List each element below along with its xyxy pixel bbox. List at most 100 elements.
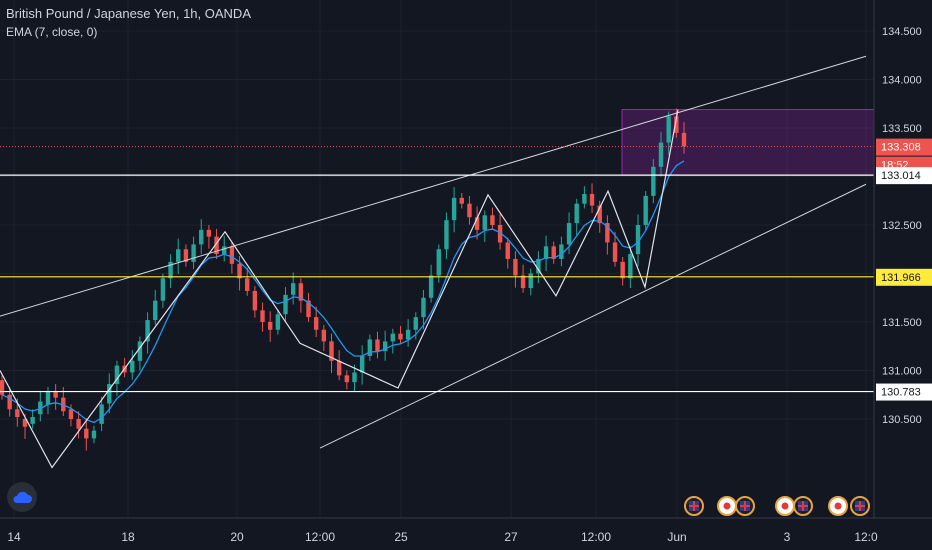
candle-body xyxy=(114,365,120,385)
candle-body xyxy=(298,283,304,301)
candle-body xyxy=(520,275,526,289)
candle-body xyxy=(260,310,265,322)
level-price-label: 130.783 xyxy=(881,387,921,399)
candle-body xyxy=(528,273,533,289)
level-price-label: 131.966 xyxy=(881,272,921,284)
time-tick-label: Jun xyxy=(667,530,686,544)
candle-body xyxy=(444,220,449,250)
candle-body xyxy=(582,193,587,204)
candle-body xyxy=(99,404,104,424)
candle-body xyxy=(436,249,441,276)
candle-body xyxy=(413,317,418,330)
candle-body xyxy=(628,254,633,279)
candle-body xyxy=(451,197,457,221)
candle-body xyxy=(344,375,350,383)
zigzag-pattern[interactable] xyxy=(0,109,679,469)
candle-body xyxy=(620,261,625,279)
channel-lower-line[interactable] xyxy=(319,183,867,449)
candle-body xyxy=(130,360,135,373)
candle-body xyxy=(313,317,319,330)
candle-body xyxy=(367,339,373,356)
price-tick-label: 130.500 xyxy=(882,414,922,426)
time-tick-label: 3 xyxy=(784,530,791,544)
candle-body xyxy=(245,278,250,291)
candle-body xyxy=(574,203,579,224)
candle-body xyxy=(566,223,572,245)
current-price-label-bg xyxy=(876,138,932,156)
candle-body xyxy=(497,225,503,243)
candle-body xyxy=(191,244,196,262)
level-price-label: 133.014 xyxy=(881,170,921,182)
candle-body xyxy=(589,193,595,206)
candle-body xyxy=(428,275,434,298)
candle-body xyxy=(84,428,89,439)
candle-body xyxy=(15,409,20,418)
candle-body xyxy=(658,142,664,167)
candle-body xyxy=(229,246,235,264)
event-markers[interactable] xyxy=(684,496,870,516)
jp-flag-icon[interactable] xyxy=(775,496,795,516)
resistance-zone[interactable] xyxy=(621,109,875,176)
candle-body xyxy=(605,223,610,243)
candle-body xyxy=(252,290,258,311)
time-tick-label: 18 xyxy=(121,530,135,544)
price-axis[interactable]: 134.500 134.000 133.500 132.500 131.500 131.0… xyxy=(873,0,932,550)
ema-polyline xyxy=(1,160,685,424)
uk-flag-icon[interactable] xyxy=(850,496,870,516)
jp-flag-icon[interactable] xyxy=(717,496,737,516)
candle-body xyxy=(183,249,189,262)
candle-body xyxy=(237,263,242,279)
tradingview-logo[interactable] xyxy=(7,482,37,512)
candle-body xyxy=(160,278,166,301)
candles xyxy=(0,108,687,451)
uk-flag-icon[interactable] xyxy=(684,496,704,516)
time-tick-label: 14 xyxy=(7,530,21,544)
candle-body xyxy=(68,409,74,419)
candle-body xyxy=(7,394,12,410)
candle-body xyxy=(206,229,212,237)
time-axis[interactable]: 14 18 20 12:00 25 27 12:00 Jun 3 12:0 xyxy=(0,517,932,550)
candle-body xyxy=(681,132,687,147)
candle-body xyxy=(551,246,556,259)
candle-body xyxy=(222,246,227,255)
level-price-label-bg xyxy=(876,167,932,185)
cloud-icon xyxy=(13,491,32,503)
candle-body xyxy=(467,203,472,218)
candle-body xyxy=(398,333,403,340)
candle-body xyxy=(421,297,426,318)
level-price-label-bg xyxy=(876,383,932,401)
jp-flag-icon[interactable] xyxy=(828,496,848,516)
candle-body xyxy=(76,419,81,429)
candle-body xyxy=(559,244,564,259)
candle-body xyxy=(597,205,602,224)
candle-body xyxy=(382,341,388,352)
candle-body xyxy=(38,401,43,415)
time-tick-label: 12:00 xyxy=(305,530,335,544)
symbol-title: British Pound / Japanese Yen, 1h, OANDA xyxy=(6,6,251,21)
candle-body xyxy=(283,294,288,315)
candle-body xyxy=(168,261,173,279)
candle-body xyxy=(321,329,327,342)
uk-flag-icon[interactable] xyxy=(735,496,755,516)
candle-body xyxy=(214,236,219,255)
candle-body xyxy=(359,355,365,373)
drawings[interactable] xyxy=(0,55,874,469)
time-tick-label: 12:00 xyxy=(581,530,611,544)
indicator-legend[interactable]: EMA (7, close, 0) xyxy=(6,25,98,39)
candle-body xyxy=(306,300,311,318)
candle-body xyxy=(290,283,296,295)
zone-rect[interactable] xyxy=(621,109,875,176)
candle-body xyxy=(275,314,281,330)
candle-body xyxy=(30,417,35,424)
uk-flag-icon[interactable] xyxy=(793,496,813,516)
candle-body xyxy=(459,197,464,204)
candle-body xyxy=(0,380,5,395)
candle-body xyxy=(536,258,541,274)
ema-line xyxy=(1,160,685,424)
candle-body xyxy=(107,384,112,404)
channel-upper-line[interactable] xyxy=(0,55,867,317)
time-tick-label: 27 xyxy=(504,530,518,544)
current-price-label: 133.308 xyxy=(881,142,921,154)
price-tick-label: 131.000 xyxy=(882,366,922,378)
